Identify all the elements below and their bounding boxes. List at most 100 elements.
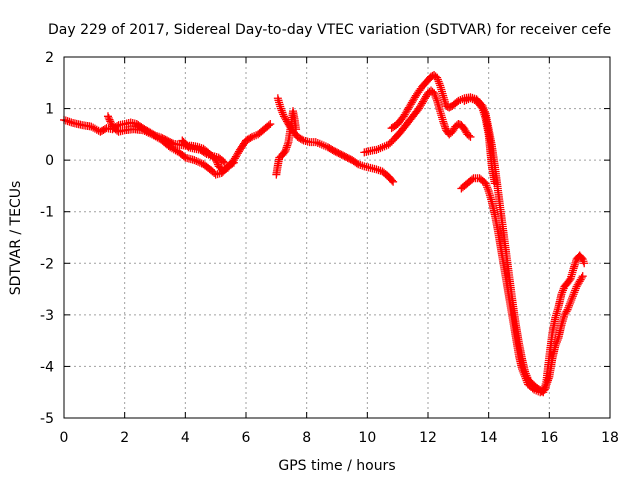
x-tick-label: 4 — [181, 430, 190, 446]
data-point — [140, 127, 149, 136]
data-point — [431, 92, 440, 101]
data-point — [352, 159, 361, 168]
y-tick-label: -2 — [40, 256, 54, 272]
data-point — [190, 156, 199, 165]
y-tick-label: -5 — [40, 411, 54, 427]
data-point — [577, 273, 586, 282]
data-point — [518, 366, 527, 375]
data-point — [276, 104, 285, 113]
data-point — [482, 181, 491, 190]
data-point — [278, 108, 287, 117]
data-point — [542, 380, 551, 389]
axis-ticks — [63, 56, 611, 419]
data-point — [220, 158, 229, 167]
data-point — [543, 378, 552, 387]
series-track-b — [103, 112, 238, 179]
data-point — [564, 303, 573, 312]
data-point — [201, 148, 210, 157]
data-point — [483, 183, 492, 192]
data-point — [279, 110, 288, 119]
data-point — [219, 157, 228, 166]
data-point — [522, 376, 531, 385]
x-tick-label: 2 — [120, 430, 129, 446]
data-point — [389, 177, 398, 186]
x-tick-label: 8 — [302, 430, 311, 446]
data-point — [144, 128, 153, 137]
x-tick-label: 18 — [601, 430, 619, 446]
data-point — [565, 301, 574, 310]
y-tick-label: 1 — [45, 102, 54, 118]
y-tick-labels: -5 -4 -3 -2 -1 0 1 2 — [40, 50, 54, 427]
data-point — [563, 305, 572, 314]
data-point — [571, 284, 580, 293]
data-point — [477, 103, 486, 112]
grid — [64, 57, 610, 418]
data-point — [519, 368, 528, 377]
plot-frame — [63, 56, 611, 419]
data-point — [518, 365, 527, 374]
data-point — [372, 165, 381, 174]
data-point — [565, 299, 574, 308]
data-point — [565, 276, 574, 285]
data-point — [229, 158, 238, 167]
data-point — [557, 290, 566, 299]
data-point — [481, 179, 490, 188]
data-point — [387, 176, 396, 185]
data-point — [466, 132, 475, 141]
data-point — [558, 288, 567, 297]
series-track-i — [460, 94, 499, 188]
data-point — [544, 374, 553, 383]
data-point — [430, 89, 439, 98]
data-point — [552, 339, 561, 348]
data-point — [194, 157, 203, 166]
data-point — [551, 341, 560, 350]
data-point — [430, 91, 439, 100]
x-tick-label: 0 — [60, 430, 69, 446]
data-point — [562, 307, 571, 316]
data-point — [567, 296, 576, 305]
data-point — [103, 112, 112, 121]
data-point — [105, 115, 114, 124]
data-point — [435, 79, 444, 88]
data-point — [521, 372, 530, 381]
data-point — [578, 272, 587, 281]
y-tick-label: 0 — [45, 153, 54, 169]
data-point — [292, 125, 301, 134]
data-point — [298, 135, 307, 144]
y-tick-label: -1 — [40, 205, 54, 221]
data-point — [142, 127, 151, 136]
x-tick-label: 14 — [480, 430, 498, 446]
chart-title: Day 229 of 2017, Sidereal Day-to-day VTE… — [48, 22, 611, 38]
data-point — [467, 175, 476, 184]
data-point — [192, 156, 201, 165]
x-tick-labels: 0 2 4 6 8 10 12 14 16 18 — [60, 430, 619, 446]
x-tick-label: 12 — [419, 430, 437, 446]
data-point — [277, 106, 286, 115]
data-point — [246, 133, 255, 142]
data-point — [568, 294, 577, 303]
data-point — [540, 385, 549, 394]
data-point — [483, 185, 492, 194]
data-point — [228, 159, 237, 168]
data-point — [432, 94, 441, 103]
data-point — [569, 290, 578, 299]
y-axis-label: SDTVAR / TECUs — [8, 181, 24, 296]
x-tick-label: 6 — [242, 430, 251, 446]
series-track-e — [272, 107, 301, 179]
data-point — [571, 286, 580, 295]
data-points — [60, 71, 589, 397]
x-tick-label: 10 — [358, 430, 376, 446]
x-axis-label: GPS time / hours — [278, 458, 395, 474]
data-point — [580, 259, 589, 268]
data-point — [179, 152, 188, 161]
data-point — [541, 383, 550, 392]
data-point — [266, 120, 275, 129]
y-tick-label: -4 — [40, 359, 54, 375]
y-tick-label: -3 — [40, 308, 54, 324]
data-point — [490, 179, 499, 188]
data-point — [138, 126, 147, 135]
data-point — [542, 381, 551, 390]
data-point — [553, 335, 562, 344]
series-track-f — [360, 86, 475, 157]
data-point — [264, 121, 273, 130]
